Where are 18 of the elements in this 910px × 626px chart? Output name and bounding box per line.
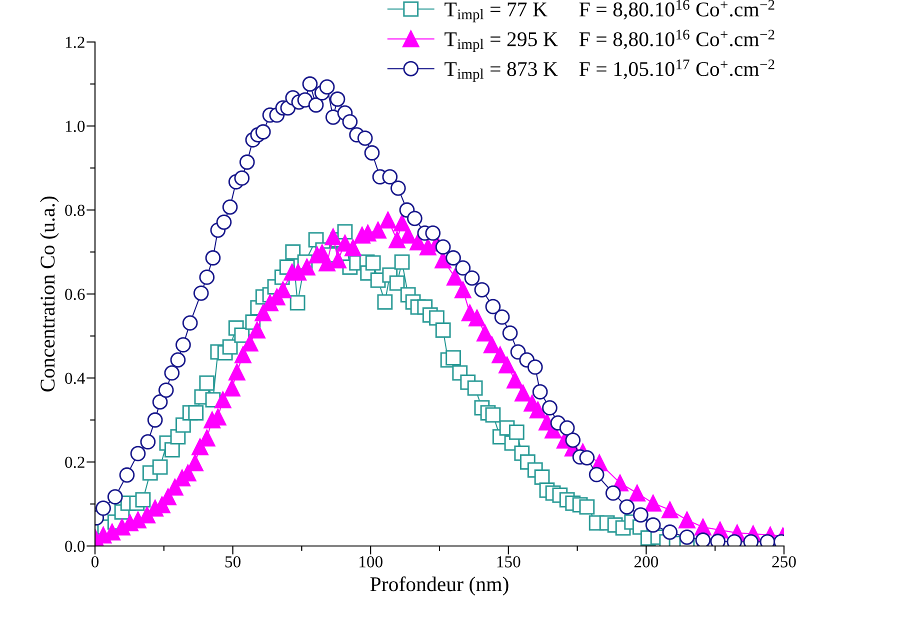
legend-label: T$_{impl}$ = 873 K F = 1,05.10$^{17}$ Co$^{+}$.cm$^{−2}$ [444, 60, 774, 82]
y-tick-label: 0.8 [65, 204, 85, 216]
y-tick-label: 0.6 [65, 288, 85, 300]
x-tick-label: 250 [772, 556, 796, 568]
y-tick-label: 0.2 [65, 456, 84, 468]
y-tick-label: 0.4 [65, 372, 86, 384]
x-tick-label: 150 [497, 556, 520, 568]
legend-label: T$_{impl}$ = 77 K F = 8,80.10$^{16}$ Co$^{+}$.cm$^{−2}$ [444, 0, 774, 22]
x-axis-title: Profondeur (nm) [370, 576, 508, 596]
y-tick-label: 0.0 [65, 540, 85, 552]
x-tick-label: 100 [360, 556, 382, 568]
y-tick-label: 1.0 [66, 120, 85, 132]
y-tick-label: 1.2 [66, 36, 84, 48]
x-tick-label: 200 [634, 556, 658, 568]
legend-label: T$_{impl}$ = 295 K F = 8,80.10$^{16}$ Co$^{+}$.cm$^{−2}$ [444, 30, 774, 52]
x-tick-label: 0 [91, 556, 99, 568]
x-tick-label: 50 [225, 556, 240, 568]
y-axis-title: Concentration Co (u.a.) [40, 196, 59, 392]
